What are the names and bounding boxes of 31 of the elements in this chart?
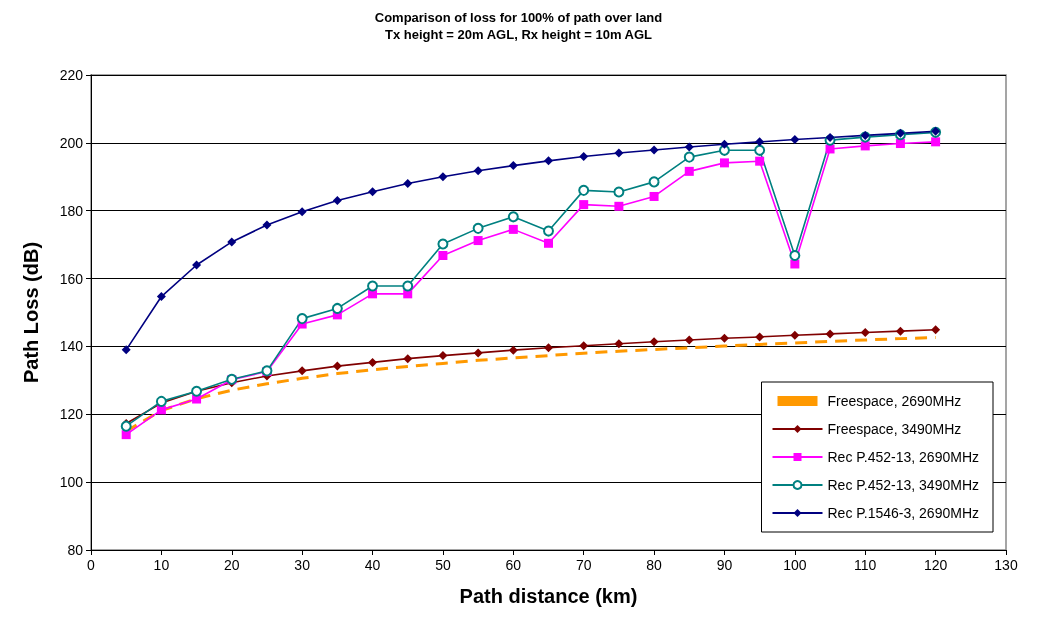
x-tick-label: 0	[87, 557, 96, 573]
x-tick-label: 80	[646, 557, 663, 573]
x-axis-title: Path distance (km)	[459, 585, 638, 607]
x-tick-label: 30	[294, 557, 311, 573]
y-tick-label: 80	[67, 542, 84, 558]
x-tick-label: 70	[575, 557, 592, 573]
x-tick-label: 50	[435, 557, 451, 573]
x-tick-label: 10	[153, 557, 170, 573]
x-tick-label: 120	[923, 557, 948, 573]
y-tick-label: 160	[59, 270, 84, 287]
legend-label: Freespace, 2690MHz	[827, 393, 962, 409]
legend-label: Rec P.452-13, 2690MHz	[827, 449, 979, 465]
y-tick-label: 200	[59, 134, 84, 151]
legend-label: Rec P.452-13, 3490MHz	[827, 477, 979, 493]
legend-label: Freespace, 3490MHz	[827, 421, 962, 437]
chart-subtitle: Tx height = 20m AGL, Rx height = 10m AGL	[384, 27, 653, 42]
x-tick-label: 60	[505, 557, 522, 573]
y-axis-title: Path Loss (dB)	[20, 241, 42, 384]
x-tick-label: 40	[364, 557, 381, 573]
legend-label: Rec P.1546-3, 2690MHz	[827, 505, 979, 521]
x-tick-label: 130	[994, 557, 1018, 573]
x-tick-label: 110	[854, 557, 877, 573]
x-tick-label: 90	[716, 557, 733, 573]
y-tick-label: 140	[59, 338, 84, 355]
y-tick-label: 220	[59, 67, 84, 83]
y-tick-label: 100	[59, 474, 84, 491]
chart-title: Comparison of loss for 100% of path over land	[374, 10, 663, 25]
y-tick-label: 120	[59, 406, 84, 423]
x-tick-label: 20	[223, 557, 240, 573]
y-tick-label: 180	[59, 202, 84, 219]
x-tick-label: 100	[783, 557, 807, 573]
